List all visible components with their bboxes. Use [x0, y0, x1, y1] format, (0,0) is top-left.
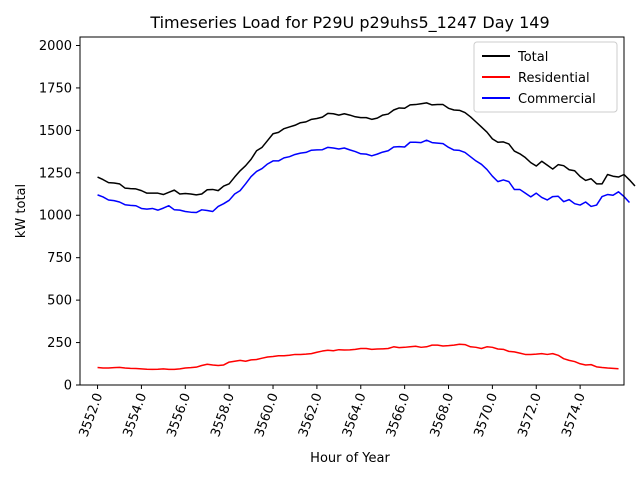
x-axis-label: Hour of Year — [310, 451, 390, 466]
legend-label-total: Total — [517, 50, 548, 65]
plot-frame — [79, 36, 625, 386]
y-tick-label: 1000 — [39, 209, 72, 224]
legend-label-residential: Residential — [518, 71, 590, 86]
y-axis-label: kW total — [14, 184, 29, 238]
legend-label-commercial: Commercial — [518, 92, 596, 107]
y-tick-label: 500 — [47, 294, 72, 309]
legend-box — [473, 41, 618, 113]
series-line-total — [97, 102, 636, 196]
series-line-commercial — [97, 139, 631, 214]
series-line-residential — [97, 343, 619, 371]
legend: Total Residential Commercial — [473, 41, 618, 113]
y-tick-label: 1750 — [39, 81, 72, 96]
y-tick-label: 0 — [64, 379, 72, 394]
plot-lines — [97, 102, 636, 371]
chart-title: Timeseries Load for P29U p29uhs5_1247 Da… — [149, 13, 549, 33]
y-tick-label: 750 — [47, 251, 72, 266]
y-tick-label: 250 — [47, 336, 72, 351]
y-tick-label: 2000 — [39, 39, 72, 54]
y-tick-label: 1250 — [39, 166, 72, 181]
y-tick-label: 1500 — [39, 124, 72, 139]
y-axis: 0 250 500 750 1000 1250 1500 1750 2000 — [39, 39, 80, 394]
